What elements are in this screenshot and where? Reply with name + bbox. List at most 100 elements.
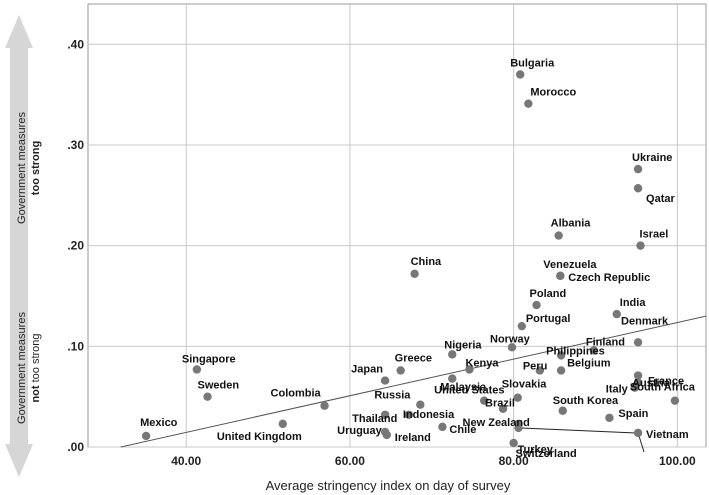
data-point	[633, 371, 643, 380]
data-point	[605, 413, 614, 423]
point-label: United States	[434, 385, 504, 397]
y-label-bottom-line2: not too strong	[30, 333, 42, 402]
data-point	[396, 366, 405, 375]
point-labels: Bulgaria Morocco Ukraine Qatar Albania Israel…	[140, 57, 696, 459]
data-point	[141, 431, 151, 441]
data-point	[556, 271, 565, 281]
data-point	[382, 430, 391, 440]
data-point	[513, 393, 522, 402]
data-point	[589, 346, 599, 355]
point-label: Japan	[351, 364, 383, 376]
point-label: Malaysia	[440, 382, 487, 394]
point-label: Albania	[551, 218, 592, 230]
arrow-shaft	[10, 48, 28, 444]
data-point	[558, 406, 567, 415]
y-label-top-line2: too strong	[30, 141, 42, 195]
point-label: Mexico	[140, 417, 178, 429]
y-label-bottom-bold: not	[30, 385, 42, 402]
data-point	[465, 365, 474, 374]
point-label: South Africa	[630, 382, 696, 394]
point-label: Kenya	[465, 357, 499, 369]
data-point	[448, 350, 457, 359]
data-point	[479, 396, 489, 405]
data-point	[203, 392, 212, 401]
point-label: Greece	[395, 352, 432, 364]
point-label: Austria	[632, 378, 671, 390]
data-point	[380, 376, 390, 385]
data-point	[515, 70, 525, 79]
data-point	[448, 374, 457, 383]
point-label: Philippines	[546, 345, 605, 357]
y-label-top-line1: Government measures	[16, 112, 28, 224]
data-point	[514, 423, 523, 433]
data-point	[278, 419, 288, 429]
y-label-bottom-rest: too strong	[30, 333, 42, 385]
data-point	[517, 321, 527, 331]
point-label: Colombia	[271, 388, 322, 400]
point-label: Belgium	[567, 357, 611, 369]
data-point	[556, 366, 566, 375]
point-label: New Zealand	[463, 417, 530, 429]
y-tick-label: .10	[67, 339, 84, 353]
y-tick-label: .40	[67, 37, 84, 51]
data-point	[670, 396, 680, 405]
data-point	[320, 401, 329, 410]
point-label: Turkey	[518, 444, 554, 456]
x-tick-label: 80.00	[499, 454, 529, 468]
data-point	[416, 400, 425, 409]
x-tick-labels: 40.00 60.00 80.00 100.00	[171, 454, 696, 468]
down-arrow-head	[5, 444, 33, 477]
x-tick-label: 100.00	[659, 454, 696, 468]
data-point	[535, 366, 545, 375]
point-label: China	[411, 256, 442, 268]
point-label: Bulgaria	[510, 57, 555, 69]
y-axis-arrow: Government measures too strong Governmen…	[5, 15, 42, 477]
point-label: Venezuela	[543, 259, 597, 271]
point-label: South Korea	[553, 395, 619, 407]
point-label: Singapore	[182, 353, 236, 365]
point-label: Uruguay	[337, 425, 383, 437]
data-point	[509, 438, 518, 448]
data-point	[633, 164, 643, 174]
data-point	[633, 428, 643, 438]
point-label: Thailand	[352, 413, 397, 425]
data-point	[507, 343, 517, 352]
point-label: Denmark	[621, 315, 669, 327]
point-label: Morocco	[530, 87, 576, 99]
point-label: Nigeria	[444, 339, 482, 351]
leader-line	[518, 427, 637, 434]
data-point	[554, 231, 563, 240]
point-label: Italy	[606, 384, 629, 396]
point-label: Israel	[640, 229, 669, 241]
y-tick-label: .00	[67, 440, 84, 454]
point-label: Slovakia	[502, 379, 548, 391]
point-label: Switzerland	[516, 448, 577, 460]
point-label: Peru	[523, 360, 547, 372]
data-point	[438, 422, 447, 432]
up-arrow-head	[5, 15, 33, 48]
data-point	[633, 338, 643, 347]
plot-area	[87, 3, 707, 448]
y-tick-label: .20	[67, 239, 84, 253]
data-point	[410, 269, 419, 279]
point-label: Spain	[618, 408, 648, 420]
x-tick-label: 40.00	[171, 454, 201, 468]
point-label: Poland	[530, 288, 567, 300]
point-label: Portugal	[526, 313, 571, 325]
point-label: Vietnam	[646, 429, 689, 441]
point-label: Brazil	[485, 398, 515, 410]
point-label: Czech Republic	[568, 272, 650, 284]
y-label-bottom-line1: Government measures	[16, 312, 28, 424]
data-point	[636, 241, 645, 250]
fit-line	[120, 315, 707, 448]
point-label: Ireland	[395, 432, 431, 444]
data-points	[141, 70, 680, 448]
point-label: Finland	[586, 336, 625, 348]
x-tick-label: 60.00	[335, 454, 365, 468]
data-point	[612, 309, 621, 319]
data-point	[633, 184, 643, 193]
data-point	[630, 383, 639, 392]
data-point	[498, 404, 508, 413]
x-axis-label: Average stringency index on day of surve…	[266, 478, 511, 493]
